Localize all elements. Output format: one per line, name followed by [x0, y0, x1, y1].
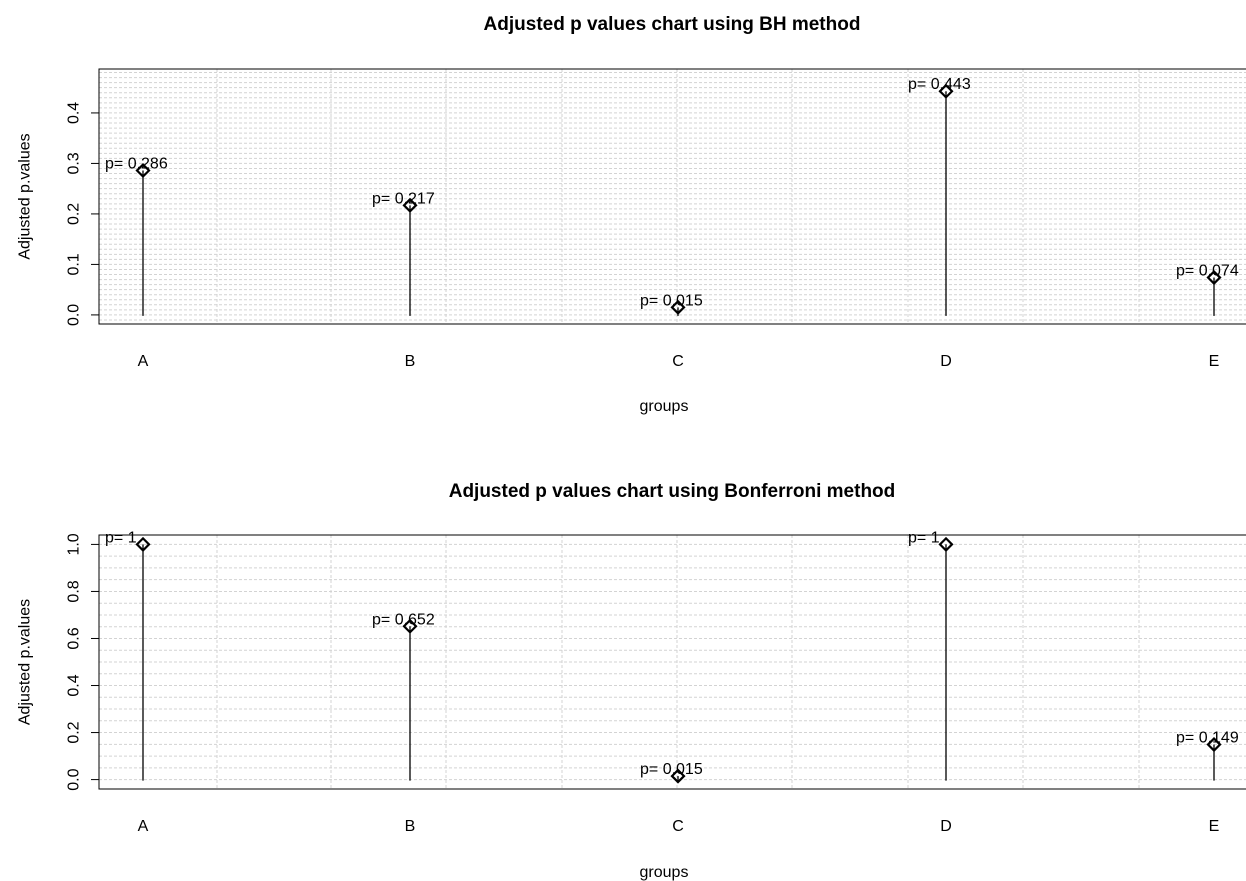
- x-tick-label: C: [672, 353, 684, 370]
- data-point-marker: [135, 536, 151, 552]
- x-tick-label: A: [138, 818, 149, 835]
- x-axis-label: groups: [640, 398, 689, 415]
- data-label: p= 0.286: [105, 155, 168, 172]
- data-label: p= 0.149: [1176, 730, 1239, 747]
- x-tick-label: B: [405, 818, 416, 835]
- data-label: p= 0.015: [640, 761, 703, 778]
- y-axis-label: Adjusted p.values: [17, 599, 34, 725]
- y-tick-label: 0.2: [66, 203, 83, 225]
- plot-frame: [98, 68, 1246, 325]
- x-tick-label: C: [672, 818, 684, 835]
- data-point-marker: [938, 83, 954, 99]
- plot-frame: [98, 534, 1246, 790]
- data-point-marker: [670, 299, 686, 315]
- data-point-marker: [1206, 736, 1222, 753]
- x-axis-label: groups: [640, 864, 689, 881]
- data-label: p= 0.217: [372, 190, 435, 207]
- data-label: p= 0.074: [1176, 263, 1239, 280]
- y-tick-label: 0.4: [66, 102, 83, 124]
- x-tick-label: A: [138, 353, 149, 370]
- data-label: p= 0.443: [908, 76, 971, 93]
- data-point-marker: [402, 618, 418, 634]
- chart-title: Adjusted p values chart using Bonferroni…: [449, 481, 896, 502]
- data-label: p= 0.652: [372, 611, 435, 628]
- data-point-marker: [938, 536, 954, 552]
- data-label: p= 1: [105, 529, 137, 546]
- x-tick-label: D: [940, 818, 952, 835]
- data-label: p= 0.015: [640, 292, 703, 309]
- data-point-marker: [402, 197, 418, 213]
- x-tick-label: D: [940, 353, 952, 370]
- y-tick-label: 0.0: [66, 768, 83, 790]
- y-tick-label: 0.6: [66, 627, 83, 649]
- grid: [99, 69, 1246, 324]
- data-point-marker: [1206, 269, 1222, 286]
- y-tick-label: 0.0: [66, 304, 83, 326]
- y-tick-label: 0.2: [66, 721, 83, 743]
- chart-panel-1: Adjusted p values chart using BH method 0…: [17, 14, 1246, 415]
- y-tick-label: 0.1: [66, 253, 83, 275]
- y-tick-label: 0.8: [66, 580, 83, 602]
- x-tick-label: E: [1209, 818, 1220, 835]
- data-point-marker: [670, 768, 686, 784]
- y-tick-label: 0.4: [66, 674, 83, 696]
- y-axis-label: Adjusted p.values: [17, 133, 34, 259]
- x-tick-label: E: [1209, 353, 1220, 370]
- y-tick-label: 1.0: [66, 533, 83, 555]
- chart-title: Adjusted p values chart using BH method: [484, 14, 861, 35]
- data-label: p= 1: [908, 529, 940, 546]
- grid: [99, 535, 1246, 789]
- data-point-marker: [135, 162, 151, 179]
- x-tick-label: B: [405, 353, 416, 370]
- chart-panel-2: Adjusted p values chart using Bonferroni…: [17, 481, 1246, 881]
- y-tick-label: 0.3: [66, 152, 83, 174]
